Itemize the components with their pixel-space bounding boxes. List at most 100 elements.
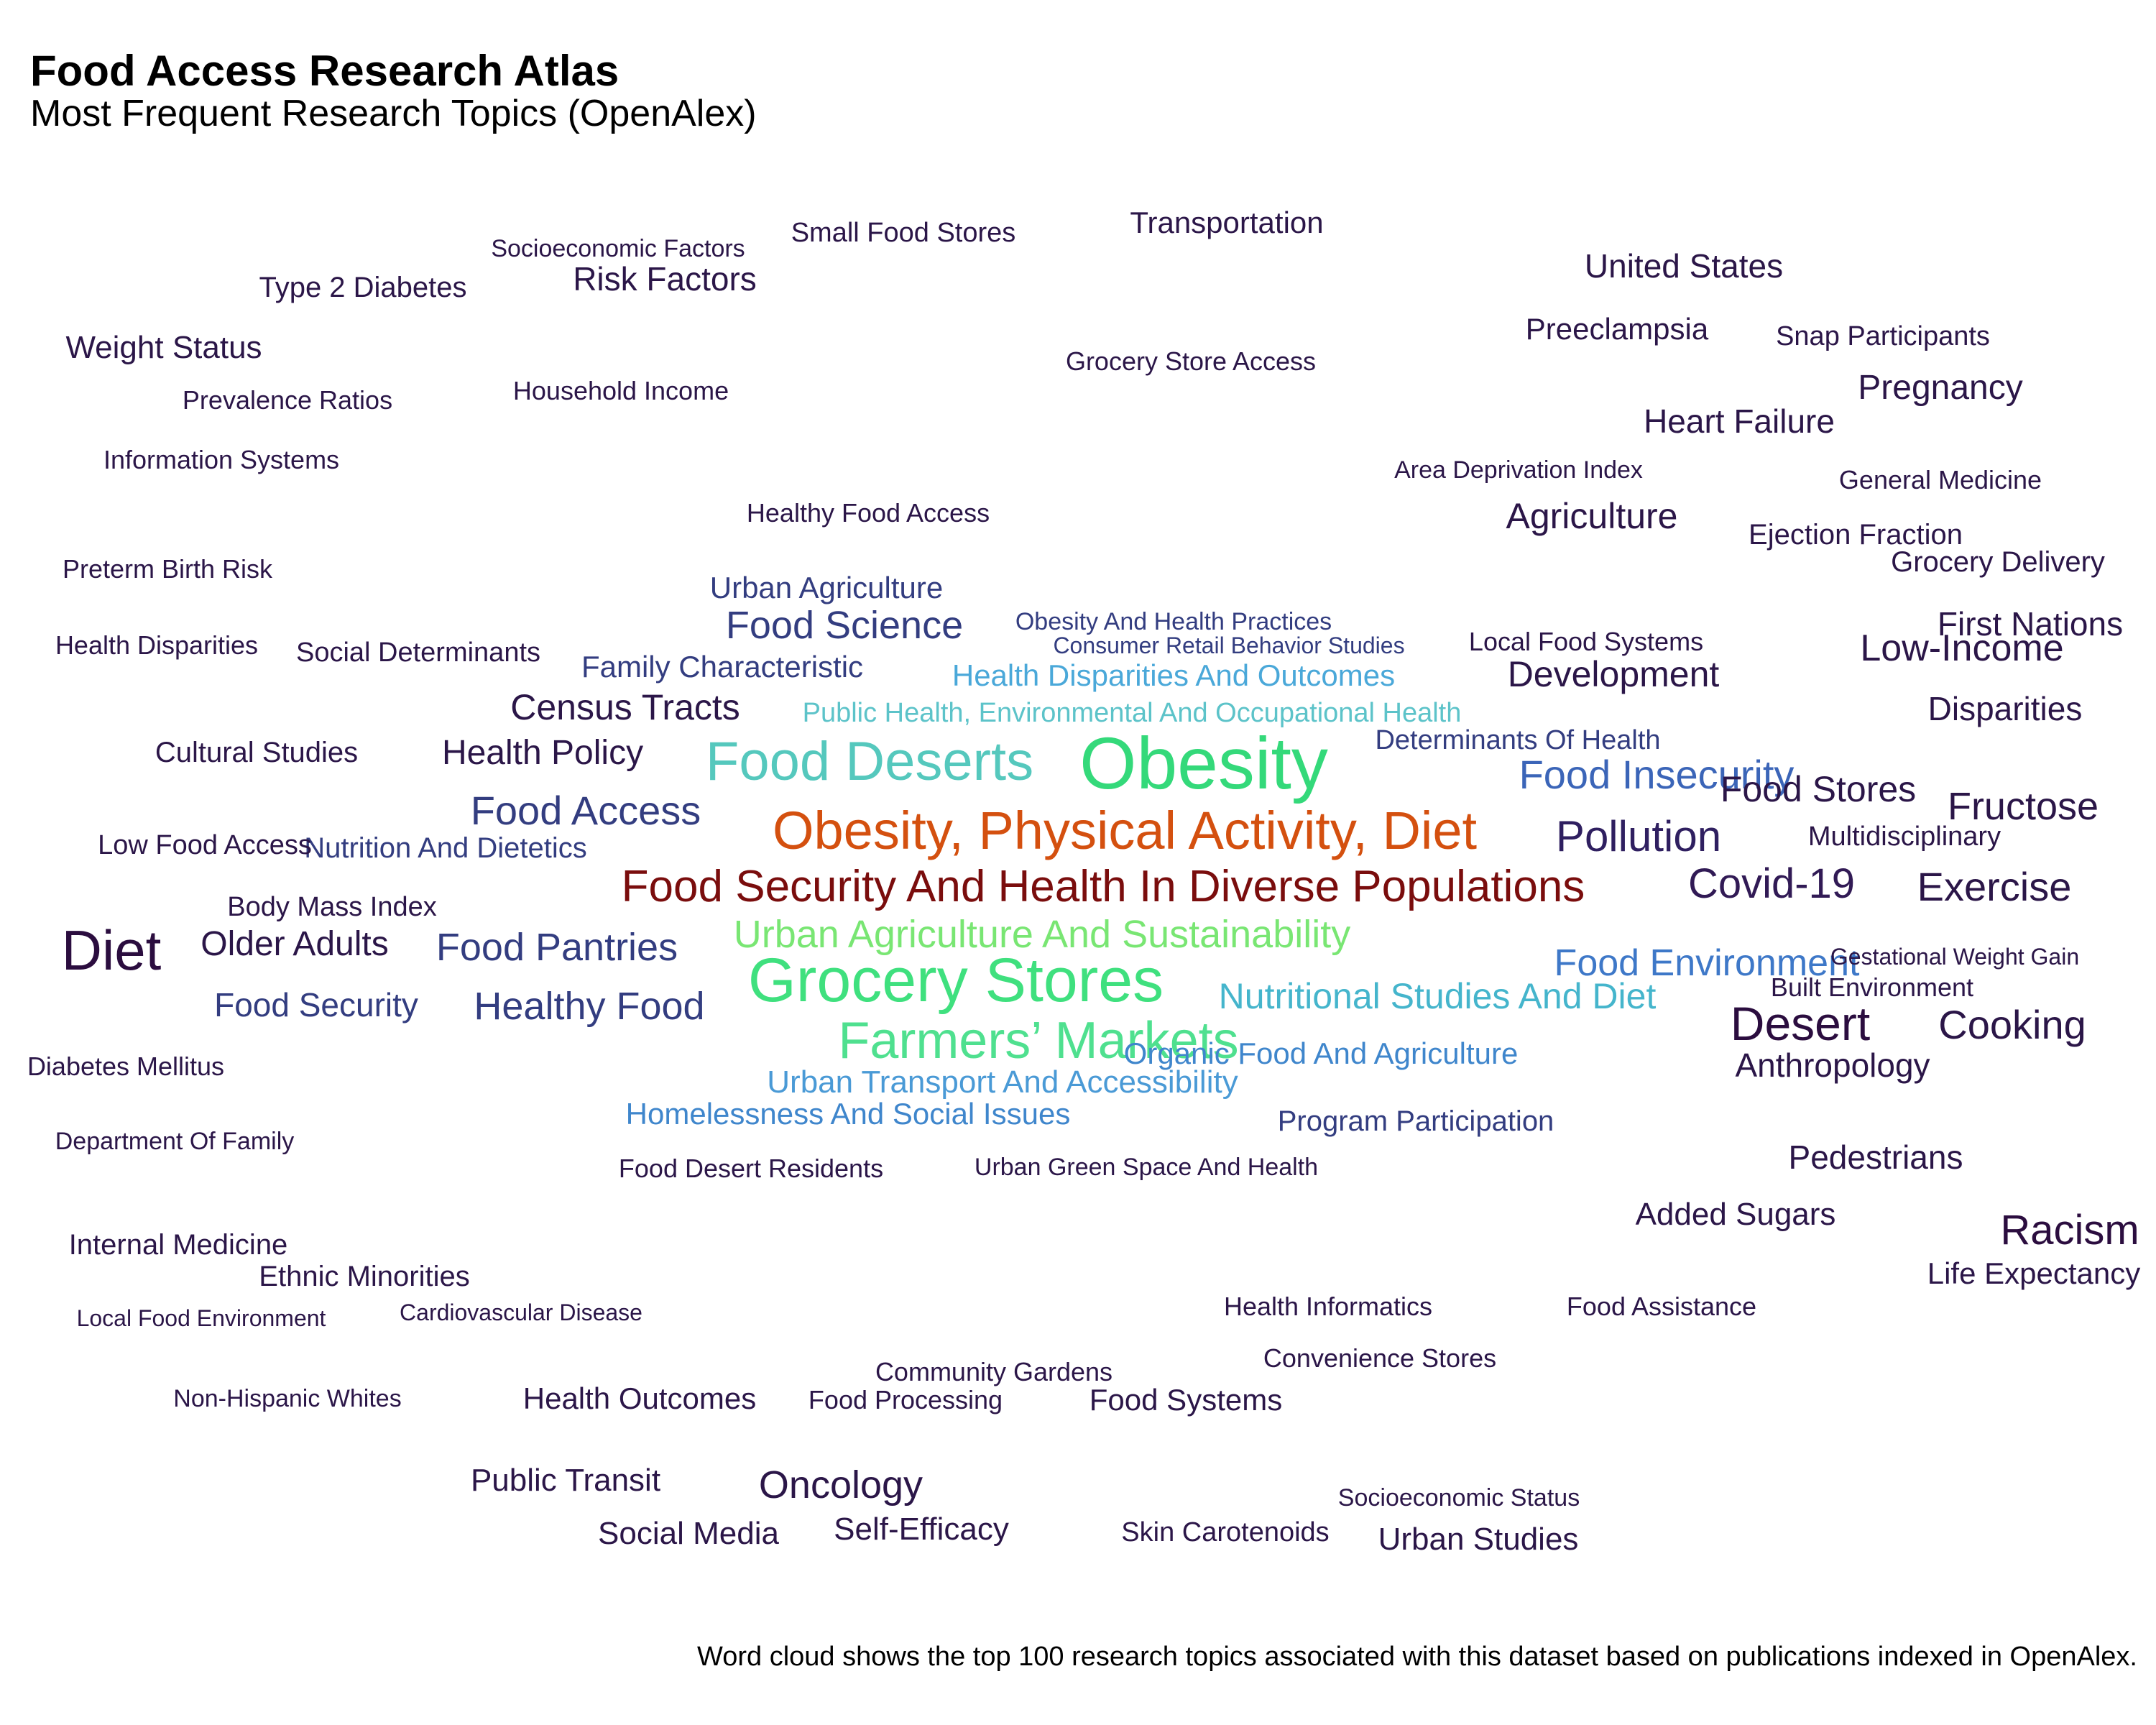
word-health-disparities-and-outcomes: Health Disparities And Outcomes bbox=[952, 658, 1396, 692]
word-cooking: Cooking bbox=[1938, 1002, 2086, 1047]
word-determinants-of-health: Determinants Of Health bbox=[1375, 725, 1661, 755]
word-general-medicine: General Medicine bbox=[1838, 465, 2042, 494]
word-diet: Diet bbox=[61, 919, 162, 982]
word-farmers-markets: Farmers’ Markets bbox=[838, 1012, 1239, 1070]
word-disparities: Disparities bbox=[1927, 690, 2083, 727]
word-information-systems: Information Systems bbox=[103, 445, 340, 474]
word-food-security: Food Security bbox=[214, 986, 418, 1024]
word-self-efficacy: Self-Efficacy bbox=[834, 1512, 1009, 1547]
word-life-expectancy: Life Expectancy bbox=[1927, 1256, 2141, 1290]
word-health-outcomes: Health Outcomes bbox=[522, 1381, 757, 1415]
word-food-access: Food Access bbox=[470, 788, 701, 833]
word-skin-carotenoids: Skin Carotenoids bbox=[1121, 1517, 1330, 1547]
word-health-policy: Health Policy bbox=[441, 734, 644, 772]
word-obesity: Obesity bbox=[1079, 722, 1328, 804]
word-internal-medicine: Internal Medicine bbox=[68, 1229, 288, 1261]
word-department-of-family: Department Of Family bbox=[55, 1128, 295, 1155]
word-pregnancy: Pregnancy bbox=[1858, 369, 2023, 407]
word-health-informatics: Health Informatics bbox=[1223, 1292, 1433, 1321]
word-obesity-and-health-practices: Obesity And Health Practices bbox=[1015, 608, 1332, 635]
word-gestational-weight-gain: Gestational Weight Gain bbox=[1830, 944, 2080, 970]
word-added-sugars: Added Sugars bbox=[1635, 1197, 1836, 1232]
word-grocery-store-access: Grocery Store Access bbox=[1065, 346, 1317, 376]
word-preeclampsia: Preeclampsia bbox=[1525, 312, 1709, 346]
word-pedestrians: Pedestrians bbox=[1788, 1138, 1963, 1176]
word-food-processing: Food Processing bbox=[808, 1385, 1003, 1414]
word-development: Development bbox=[1507, 654, 1720, 694]
word-low-food-access: Low Food Access bbox=[98, 830, 312, 860]
word-food-stores: Food Stores bbox=[1720, 769, 1917, 809]
word-organic-food-and-agriculture: Organic Food And Agriculture bbox=[1123, 1036, 1519, 1070]
word-body-mass-index: Body Mass Index bbox=[227, 892, 437, 922]
word-covid-19: Covid-19 bbox=[1687, 860, 1856, 907]
word-urban-agriculture-and-sustainability: Urban Agriculture And Sustainability bbox=[733, 913, 1351, 956]
word-socioeconomic-status: Socioeconomic Status bbox=[1337, 1484, 1580, 1512]
page-subtitle: Most Frequent Research Topics (OpenAlex) bbox=[30, 93, 757, 134]
word-family-characteristic: Family Characteristic bbox=[581, 650, 864, 684]
word-local-food-environment: Local Food Environment bbox=[76, 1305, 326, 1331]
word-nutritional-studies-and-diet: Nutritional Studies And Diet bbox=[1218, 976, 1657, 1016]
word-risk-factors: Risk Factors bbox=[573, 260, 757, 298]
word-food-systems: Food Systems bbox=[1089, 1383, 1283, 1417]
word-anthropology: Anthropology bbox=[1735, 1046, 1930, 1084]
word-heart-failure: Heart Failure bbox=[1644, 402, 1835, 440]
word-food-desert-residents: Food Desert Residents bbox=[618, 1154, 884, 1183]
word-diabetes-mellitus: Diabetes Mellitus bbox=[27, 1052, 225, 1081]
word-food-security-and-health-in-diverse-populations: Food Security And Health In Diverse Popu… bbox=[621, 862, 1585, 911]
word-low-income: Low-Income bbox=[1860, 627, 2064, 669]
word-desert: Desert bbox=[1730, 997, 1871, 1050]
word-program-participation: Program Participation bbox=[1277, 1105, 1554, 1137]
word-public-health-environmental-and-occupational-health: Public Health, Environmental And Occupat… bbox=[802, 698, 1462, 728]
word-type-2-diabetes: Type 2 Diabetes bbox=[259, 272, 467, 303]
word-fructose: Fructose bbox=[1947, 785, 2099, 828]
word-grocery-stores: Grocery Stores bbox=[747, 946, 1164, 1015]
word-food-deserts: Food Deserts bbox=[705, 731, 1034, 792]
word-social-determinants: Social Determinants bbox=[295, 638, 541, 668]
word-homelessness-and-social-issues: Homelessness And Social Issues bbox=[625, 1097, 1071, 1131]
word-united-states: United States bbox=[1584, 247, 1784, 285]
word-food-pantries: Food Pantries bbox=[436, 926, 678, 969]
page-title: Food Access Research Atlas bbox=[30, 47, 619, 95]
word-food-science: Food Science bbox=[725, 604, 964, 647]
word-public-transit: Public Transit bbox=[470, 1463, 661, 1498]
word-agriculture: Agriculture bbox=[1506, 496, 1678, 536]
word-cardiovascular-disease: Cardiovascular Disease bbox=[400, 1300, 642, 1325]
word-ethnic-minorities: Ethnic Minorities bbox=[259, 1261, 470, 1292]
word-pollution: Pollution bbox=[1555, 812, 1722, 860]
word-weight-status: Weight Status bbox=[65, 330, 262, 365]
word-older-adults: Older Adults bbox=[201, 925, 389, 963]
word-area-deprivation-index: Area Deprivation Index bbox=[1394, 456, 1643, 484]
word-urban-studies: Urban Studies bbox=[1378, 1522, 1579, 1557]
word-urban-transport-and-accessibility: Urban Transport And Accessibility bbox=[767, 1064, 1238, 1100]
word-census-tracts: Census Tracts bbox=[510, 687, 740, 727]
word-food-environment: Food Environment bbox=[1554, 942, 1860, 984]
word-first-nations: First Nations bbox=[1937, 605, 2124, 643]
word-exercise: Exercise bbox=[1917, 864, 2072, 909]
word-ejection-fraction: Ejection Fraction bbox=[1749, 519, 1963, 551]
word-built-environment: Built Environment bbox=[1770, 972, 1974, 1002]
word-small-food-stores: Small Food Stores bbox=[791, 218, 1016, 248]
word-urban-green-space-and-health: Urban Green Space And Health bbox=[974, 1154, 1319, 1181]
word-health-disparities: Health Disparities bbox=[55, 630, 259, 660]
word-obesity-physical-activity-diet: Obesity, Physical Activity, Diet bbox=[772, 801, 1478, 860]
word-oncology: Oncology bbox=[758, 1463, 923, 1506]
word-local-food-systems: Local Food Systems bbox=[1468, 627, 1704, 656]
word-food-assistance: Food Assistance bbox=[1566, 1292, 1757, 1321]
word-food-insecurity: Food Insecurity bbox=[1519, 752, 1795, 797]
word-socioeconomic-factors: Socioeconomic Factors bbox=[491, 235, 745, 262]
word-snap-participants: Snap Participants bbox=[1776, 321, 1990, 351]
word-social-media: Social Media bbox=[598, 1516, 779, 1551]
word-grocery-delivery: Grocery Delivery bbox=[1891, 546, 2105, 578]
word-cultural-studies: Cultural Studies bbox=[155, 737, 359, 768]
word-community-gardens: Community Gardens bbox=[875, 1357, 1113, 1386]
word-healthy-food-access: Healthy Food Access bbox=[746, 498, 990, 528]
word-non-hispanic-whites: Non-Hispanic Whites bbox=[173, 1385, 402, 1412]
caption: Word cloud shows the top 100 research to… bbox=[697, 1642, 2137, 1672]
word-transportation: Transportation bbox=[1130, 206, 1324, 239]
word-household-income: Household Income bbox=[512, 376, 729, 405]
word-urban-agriculture: Urban Agriculture bbox=[709, 571, 944, 604]
word-convenience-stores: Convenience Stores bbox=[1263, 1343, 1497, 1373]
word-consumer-retail-behavior-studies: Consumer Retail Behavior Studies bbox=[1053, 632, 1405, 658]
word-preterm-birth-risk: Preterm Birth Risk bbox=[62, 554, 273, 584]
